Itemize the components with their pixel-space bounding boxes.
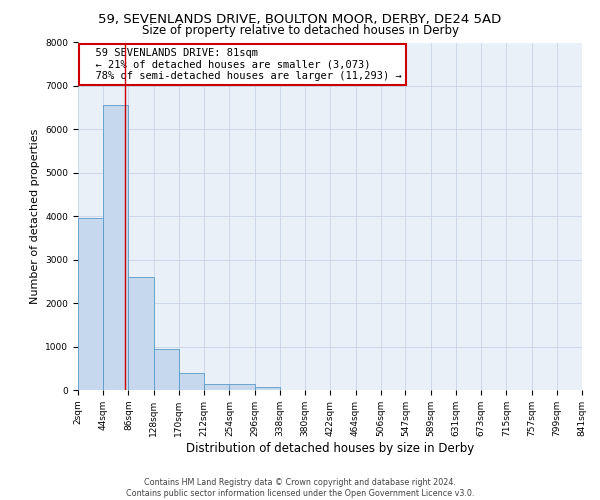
Y-axis label: Number of detached properties: Number of detached properties <box>30 128 40 304</box>
Bar <box>179 372 204 390</box>
Text: Size of property relative to detached houses in Derby: Size of property relative to detached ho… <box>142 24 458 37</box>
Text: Contains HM Land Registry data © Crown copyright and database right 2024.
Contai: Contains HM Land Registry data © Crown c… <box>126 478 474 498</box>
X-axis label: Distribution of detached houses by size in Derby: Distribution of detached houses by size … <box>186 442 474 454</box>
Bar <box>103 106 128 390</box>
Text: 59 SEVENLANDS DRIVE: 81sqm
  ← 21% of detached houses are smaller (3,073)
  78% : 59 SEVENLANDS DRIVE: 81sqm ← 21% of deta… <box>83 48 402 81</box>
Text: 59, SEVENLANDS DRIVE, BOULTON MOOR, DERBY, DE24 5AD: 59, SEVENLANDS DRIVE, BOULTON MOOR, DERB… <box>98 12 502 26</box>
Bar <box>78 218 103 390</box>
Bar <box>204 384 229 390</box>
Bar <box>154 348 179 390</box>
Bar <box>128 277 154 390</box>
Bar <box>229 384 254 390</box>
Bar <box>254 386 280 390</box>
